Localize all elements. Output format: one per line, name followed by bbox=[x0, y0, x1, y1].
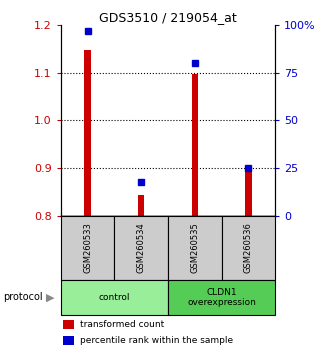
Text: protocol: protocol bbox=[3, 292, 43, 302]
Bar bbox=[138, 195, 144, 216]
Text: CLDN1
overexpression: CLDN1 overexpression bbox=[187, 288, 256, 307]
Bar bbox=[168, 280, 275, 315]
Bar bbox=[63, 336, 74, 345]
Text: GSM260536: GSM260536 bbox=[244, 222, 253, 273]
Text: transformed count: transformed count bbox=[80, 320, 164, 329]
Text: control: control bbox=[99, 293, 130, 302]
Text: GSM260535: GSM260535 bbox=[190, 222, 199, 273]
Bar bbox=[221, 216, 275, 280]
Bar bbox=[61, 216, 114, 280]
Text: percentile rank within the sample: percentile rank within the sample bbox=[80, 336, 233, 345]
Bar bbox=[114, 216, 168, 280]
Bar bbox=[168, 216, 221, 280]
Title: GDS3510 / 219054_at: GDS3510 / 219054_at bbox=[99, 11, 237, 24]
Bar bbox=[61, 280, 168, 315]
Text: GSM260534: GSM260534 bbox=[137, 222, 146, 273]
Bar bbox=[192, 74, 198, 216]
Bar bbox=[63, 320, 74, 329]
Bar bbox=[84, 50, 91, 216]
Bar bbox=[245, 169, 252, 216]
Text: ▶: ▶ bbox=[46, 292, 55, 302]
Text: GSM260533: GSM260533 bbox=[83, 222, 92, 273]
